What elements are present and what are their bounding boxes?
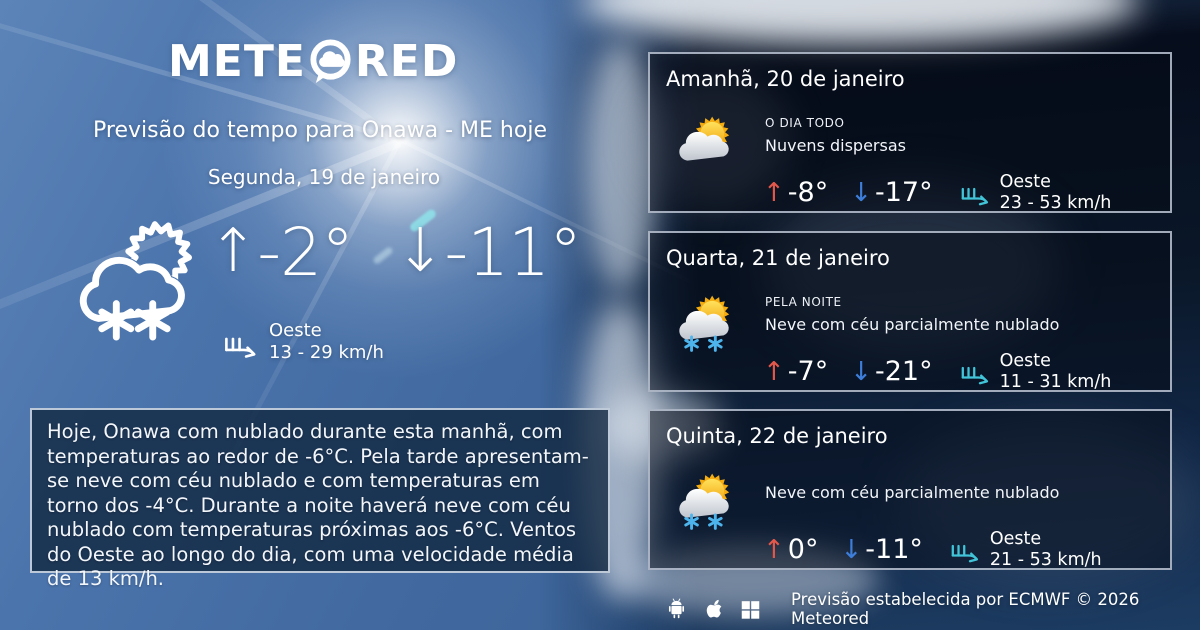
wind-speed: 11 - 31 km/h [999, 371, 1112, 392]
card-temp-row: ↑ 0° ↓ -11° Oeste 21 - 53 km/h [763, 529, 1102, 570]
snow-sun-cloud-icon [79, 221, 192, 341]
up-arrow-icon: ↑ [763, 534, 785, 565]
wind-speed: 13 - 29 km/h [269, 341, 384, 363]
apple-icon[interactable] [703, 598, 724, 621]
card-description: Neve com céu parcialmente nublado [765, 483, 1060, 502]
forecast-card-thursday[interactable]: Quinta, 22 de janeiro Neve com céu parci… [648, 409, 1172, 570]
sun-cloud-icon [679, 116, 730, 161]
card-description: Neve com céu parcialmente nublado [765, 315, 1060, 334]
card-title: Quinta, 22 de janeiro [666, 424, 888, 448]
card-period: PELA NOITE [765, 295, 842, 309]
max-temp-value: -2° [257, 214, 354, 291]
wind-speed: 23 - 53 km/h [999, 192, 1112, 213]
max-temp-value: -8° [787, 177, 829, 209]
down-arrow-icon: ↓ [395, 216, 445, 286]
max-temp-value: 0° [787, 534, 819, 566]
footer: Previsão estabelecida por ECMWF © 2026 M… [648, 590, 1172, 628]
forecast-card-wednesday[interactable]: Quarta, 21 de janeiro PELA NOITE Neve co… [648, 231, 1172, 392]
up-arrow-icon: ↑ [763, 177, 785, 208]
page-title: Previsão do tempo para Onawa - ME hoje [93, 118, 547, 143]
meteored-logo[interactable]: METE RED [168, 36, 468, 87]
platform-icons [666, 598, 777, 621]
windows-icon[interactable] [740, 599, 761, 620]
min-temp-value: -21° [875, 356, 933, 388]
logo-cloud-bubble-icon [310, 39, 351, 84]
wind-direction: Oeste [989, 529, 1042, 549]
up-arrow-icon: ↑ [208, 216, 258, 286]
max-temp-value: -7° [787, 356, 829, 388]
min-temperature: ↓ -11° [395, 214, 582, 291]
logo-text-right: RED [354, 36, 459, 87]
sun-cloud-snow-icon [679, 295, 730, 352]
min-temp-value: -17° [875, 177, 933, 209]
card-title: Amanhã, 20 de janeiro [666, 67, 905, 91]
card-description: Nuvens dispersas [765, 136, 906, 155]
wind-speed: 21 - 53 km/h [989, 549, 1102, 570]
card-temp-row: ↑ -7° ↓ -21° Oeste 11 - 31 km/h [763, 351, 1111, 392]
forecast-attribution: Previsão estabelecida por ECMWF © 2026 M… [791, 590, 1140, 628]
forecast-summary: Hoje, Onawa com nublado durante esta man… [30, 408, 610, 590]
down-arrow-icon: ↓ [840, 534, 863, 565]
wind-direction: Oeste [999, 172, 1051, 192]
current-date: Segunda, 19 de janeiro [207, 165, 441, 189]
wind-icon [225, 337, 256, 358]
min-temp-value: -11° [444, 214, 582, 291]
current-wind: Oeste 13 - 29 km/h [222, 320, 384, 364]
current-temperatures: ↑ -2° ↓ -11° [208, 214, 582, 291]
up-arrow-icon: ↑ [763, 356, 785, 387]
wind-icon [961, 187, 988, 206]
white-cloud [580, 0, 1140, 44]
android-icon[interactable] [666, 598, 687, 621]
forecast-card-tomorrow[interactable]: Amanhã, 20 de janeiro O DIA TODO Nuvens … [648, 52, 1172, 213]
sun-cloud-snow-icon [679, 473, 730, 530]
down-arrow-icon: ↓ [850, 356, 873, 387]
wind-icon [951, 544, 978, 563]
max-temperature: ↑ -2° [208, 214, 354, 291]
min-temp-value: -11° [865, 534, 923, 566]
card-temp-row: ↑ -8° ↓ -17° Oeste 23 - 53 km/h [763, 172, 1111, 213]
down-arrow-icon: ↓ [850, 177, 873, 208]
wind-direction: Oeste [269, 320, 322, 341]
card-title: Quarta, 21 de janeiro [666, 246, 890, 270]
wind-direction: Oeste [999, 351, 1051, 371]
wind-icon [961, 366, 988, 385]
card-period: O DIA TODO [765, 116, 845, 130]
logo-text-left: METE [168, 36, 306, 87]
